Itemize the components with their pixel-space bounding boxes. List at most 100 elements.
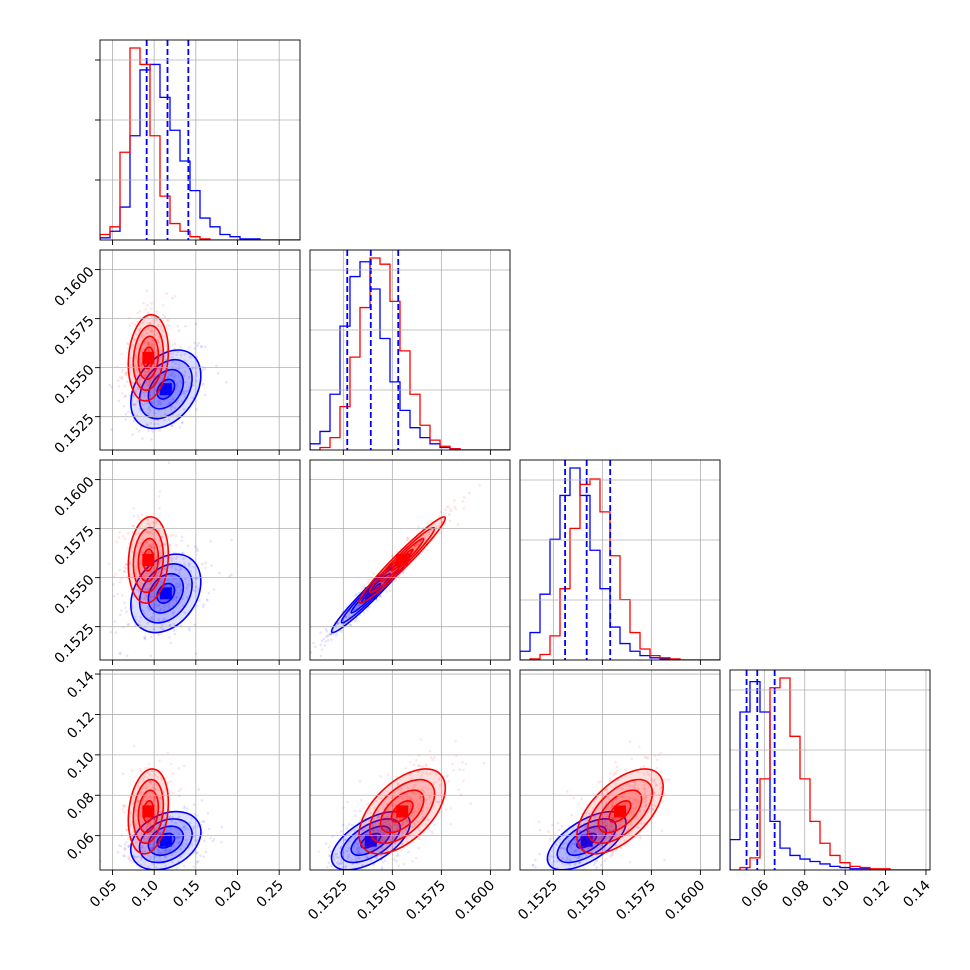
- sample-point: [150, 573, 154, 576]
- sample-point: [163, 567, 166, 571]
- sample-point: [160, 623, 164, 627]
- sample-point: [361, 863, 364, 867]
- sample-point: [131, 801, 135, 805]
- sample-point: [569, 858, 572, 861]
- sample-point: [175, 866, 179, 870]
- sample-point: [151, 401, 155, 405]
- sample-point: [139, 792, 143, 795]
- sample-point: [422, 790, 426, 794]
- sample-point: [144, 597, 147, 600]
- sample-point: [402, 862, 406, 866]
- sample-point: [153, 607, 156, 610]
- sample-point: [580, 825, 583, 829]
- sample-point: [157, 832, 161, 835]
- sample-point: [160, 549, 163, 552]
- sample-point: [389, 825, 393, 829]
- sample-point: [367, 819, 371, 822]
- sample-point: [371, 829, 375, 832]
- sample-point: [160, 851, 163, 855]
- sample-point: [182, 806, 186, 810]
- sample-point: [630, 823, 633, 827]
- sample-point: [362, 584, 366, 588]
- sample-point: [166, 327, 170, 331]
- sample-point: [187, 626, 191, 630]
- sample-point: [124, 418, 127, 421]
- sample-point: [633, 780, 637, 784]
- sample-point: [169, 848, 172, 851]
- sample-point: [603, 828, 607, 831]
- sample-point: [380, 846, 384, 850]
- sample-point: [418, 795, 422, 799]
- sample-point: [401, 797, 405, 801]
- sample-point: [143, 637, 147, 641]
- sample-point: [172, 610, 176, 613]
- sample-point: [150, 339, 154, 343]
- sample-point: [587, 830, 591, 834]
- sample-point: [322, 637, 326, 641]
- sample-point: [125, 380, 129, 383]
- sample-point: [650, 778, 653, 782]
- sample-point: [614, 801, 618, 804]
- sample-point: [604, 824, 608, 828]
- sample-point: [400, 823, 403, 827]
- sample-point: [171, 860, 174, 864]
- sample-point: [147, 763, 151, 766]
- sample-point: [215, 364, 218, 368]
- sample-point: [448, 519, 452, 523]
- sample-point: [431, 831, 434, 835]
- sample-point: [570, 843, 573, 846]
- sample-point: [149, 617, 153, 620]
- sample-point: [118, 376, 122, 379]
- sample-point: [123, 565, 126, 569]
- axes-frame: [729, 669, 931, 871]
- sample-point: [207, 827, 211, 831]
- sample-point: [124, 372, 127, 376]
- sample-point: [168, 543, 172, 547]
- sample-point: [652, 791, 656, 795]
- sample-point: [191, 384, 195, 387]
- sample-point: [353, 809, 357, 813]
- sample-point: [151, 376, 155, 380]
- sample-point: [655, 766, 658, 770]
- sample-point: [147, 369, 151, 372]
- sample-point: [381, 833, 385, 836]
- sample-point: [324, 842, 328, 845]
- sample-point: [603, 859, 607, 863]
- sample-point: [650, 804, 654, 808]
- sample-point: [184, 324, 187, 328]
- sample-point: [372, 586, 375, 590]
- sample-point: [367, 842, 371, 846]
- sample-point: [337, 621, 340, 625]
- sample-point: [413, 545, 416, 549]
- sample-point: [659, 787, 662, 791]
- sample-point: [384, 854, 388, 857]
- sample-point: [173, 629, 176, 632]
- sample-point: [418, 796, 422, 799]
- sample-point: [632, 785, 635, 789]
- panel-2-1: [309, 459, 511, 665]
- sample-point: [351, 823, 354, 827]
- density-peak: [142, 554, 155, 566]
- sample-point: [633, 783, 637, 786]
- y-tick-label: 0.1525: [52, 411, 98, 457]
- sample-point: [411, 825, 414, 829]
- sample-point: [597, 838, 601, 842]
- sample-point: [358, 809, 362, 813]
- sample-point: [572, 875, 575, 878]
- sample-point: [144, 328, 148, 331]
- sample-point: [143, 860, 146, 864]
- sample-point: [386, 572, 389, 576]
- sample-point: [143, 373, 147, 377]
- sample-point: [591, 872, 594, 875]
- sample-point: [216, 371, 220, 375]
- sample-point: [144, 594, 148, 597]
- sample-point: [141, 403, 145, 407]
- sample-point: [173, 347, 176, 350]
- sample-point: [364, 591, 368, 595]
- sample-point: [183, 825, 186, 828]
- sample-point: [136, 860, 140, 864]
- sample-point: [119, 651, 122, 655]
- sample-point: [646, 770, 649, 774]
- sample-point: [115, 540, 118, 544]
- sample-point: [132, 419, 136, 423]
